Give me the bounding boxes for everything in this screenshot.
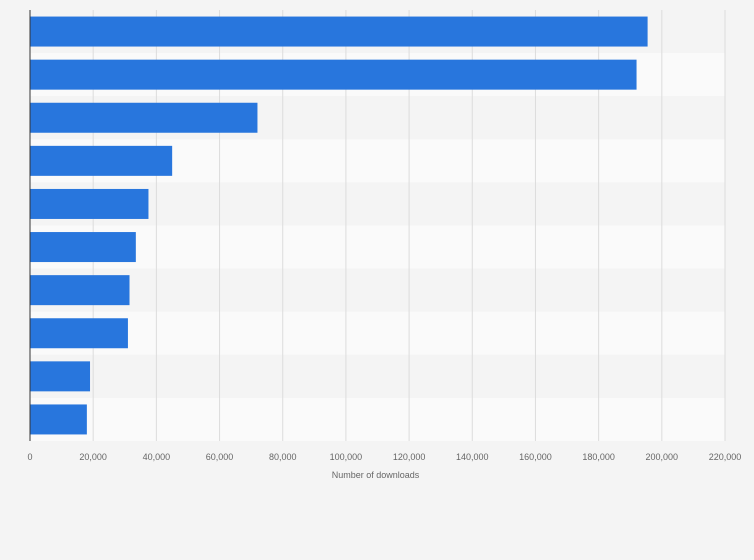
x-tick-label: 0 bbox=[27, 452, 32, 462]
x-tick-label: 40,000 bbox=[143, 452, 171, 462]
bar bbox=[30, 145, 173, 176]
bar bbox=[30, 361, 91, 392]
bar bbox=[30, 102, 258, 133]
bar bbox=[30, 59, 637, 90]
x-tick-label: 140,000 bbox=[456, 452, 489, 462]
x-tick-label: 100,000 bbox=[330, 452, 363, 462]
bar bbox=[30, 275, 130, 306]
row-band bbox=[30, 354, 725, 398]
bar bbox=[30, 404, 87, 435]
bars bbox=[30, 16, 648, 435]
row-band bbox=[30, 225, 725, 269]
row-band bbox=[30, 268, 725, 312]
x-tick-label: 220,000 bbox=[709, 452, 742, 462]
x-tick-label: 80,000 bbox=[269, 452, 297, 462]
row-band bbox=[30, 397, 725, 441]
x-tick-label: 200,000 bbox=[646, 452, 679, 462]
x-axis-title: Number of downloads bbox=[332, 470, 420, 480]
x-tick-label: 120,000 bbox=[393, 452, 426, 462]
bar bbox=[30, 232, 136, 263]
x-tick-label: 160,000 bbox=[519, 452, 552, 462]
x-tick-label: 20,000 bbox=[79, 452, 107, 462]
bar bbox=[30, 16, 648, 47]
bar bbox=[30, 188, 149, 219]
x-axis-ticks: 0 20,000 40,000 60,000 80,000 100,000 120,000 1… bbox=[27, 452, 741, 462]
bar bbox=[30, 318, 128, 349]
x-tick-label: 180,000 bbox=[582, 452, 615, 462]
row-band bbox=[30, 311, 725, 355]
x-tick-label: 60,000 bbox=[206, 452, 234, 462]
